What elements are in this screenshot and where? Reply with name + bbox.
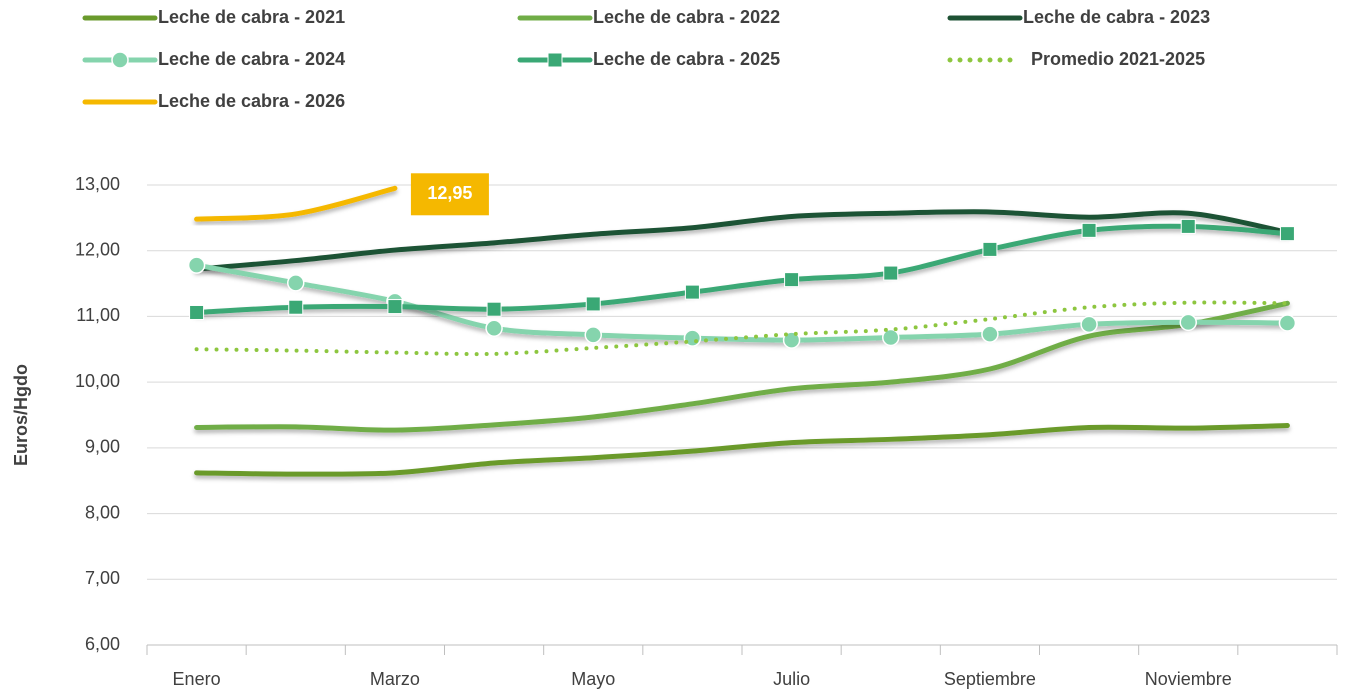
y-tick-label: 8,00: [85, 502, 120, 522]
marker: [1180, 218, 1196, 234]
legend-item: Promedio 2021-2025: [947, 49, 1205, 69]
y-tick-label: 6,00: [85, 634, 120, 654]
marker: [189, 304, 205, 320]
series-line: [194, 300, 1290, 357]
marker: [585, 296, 601, 312]
series-line: [194, 300, 1290, 433]
marker: [1279, 226, 1295, 242]
legend-label: Leche de cabra - 2021: [158, 7, 345, 27]
y-tick-label: 7,00: [85, 568, 120, 588]
y-tick-label: 11,00: [76, 305, 120, 325]
marker: [584, 326, 602, 344]
legend-item: Leche de cabra - 2022: [517, 7, 780, 27]
legend-item: Leche de cabra - 2024: [82, 49, 345, 69]
x-tick-label: Julio: [773, 669, 810, 689]
legend-item: Leche de cabra - 2026: [82, 91, 345, 111]
data-label: 12,95: [427, 183, 472, 203]
x-tick-label: Marzo: [370, 669, 420, 689]
marker: [486, 301, 502, 317]
marker: [547, 52, 563, 68]
legend-label: Leche de cabra - 2025: [593, 49, 780, 69]
series-line: [194, 223, 1290, 315]
y-tick-label: 9,00: [85, 437, 120, 457]
marker: [1179, 313, 1197, 332]
marker: [111, 51, 129, 69]
marker: [1278, 314, 1297, 332]
marker: [982, 241, 998, 257]
x-tick-label: Enero: [173, 669, 221, 689]
x-tick-label: Septiembre: [944, 669, 1036, 689]
marker: [187, 256, 206, 274]
marker: [387, 299, 403, 315]
x-tick-label: Mayo: [571, 669, 615, 689]
legend-item: Leche de cabra - 2023: [947, 7, 1210, 27]
marker: [485, 319, 503, 338]
marker: [1080, 315, 1098, 334]
data-label-box: [410, 173, 489, 216]
marker: [1081, 222, 1097, 238]
series-line: [194, 423, 1290, 477]
marker: [287, 274, 305, 292]
legend-label: Leche de cabra - 2023: [1023, 7, 1210, 27]
legend-label: Leche de cabra - 2026: [158, 91, 345, 111]
legend-label: Leche de cabra - 2022: [593, 7, 780, 27]
y-tick-label: 12,00: [75, 239, 120, 259]
y-tick-label: 13,00: [75, 174, 120, 194]
marker: [882, 328, 900, 347]
marker: [684, 284, 700, 300]
marker: [288, 299, 304, 315]
marker: [782, 331, 801, 349]
marker: [784, 272, 800, 288]
series-line: [194, 209, 1290, 272]
x-tick-label: Noviembre: [1145, 669, 1232, 689]
legend-item: Leche de cabra - 2021: [82, 7, 345, 27]
y-tick-label: 10,00: [75, 371, 120, 391]
legend-item: Leche de cabra - 2025: [517, 49, 780, 69]
marker: [883, 265, 899, 281]
marker: [981, 325, 999, 343]
legend-label: Leche de cabra - 2024: [158, 49, 345, 69]
y-axis-label: Euros/Hgdo: [11, 364, 31, 466]
legend-label: Promedio 2021-2025: [1031, 49, 1205, 69]
series-line: [194, 185, 398, 222]
